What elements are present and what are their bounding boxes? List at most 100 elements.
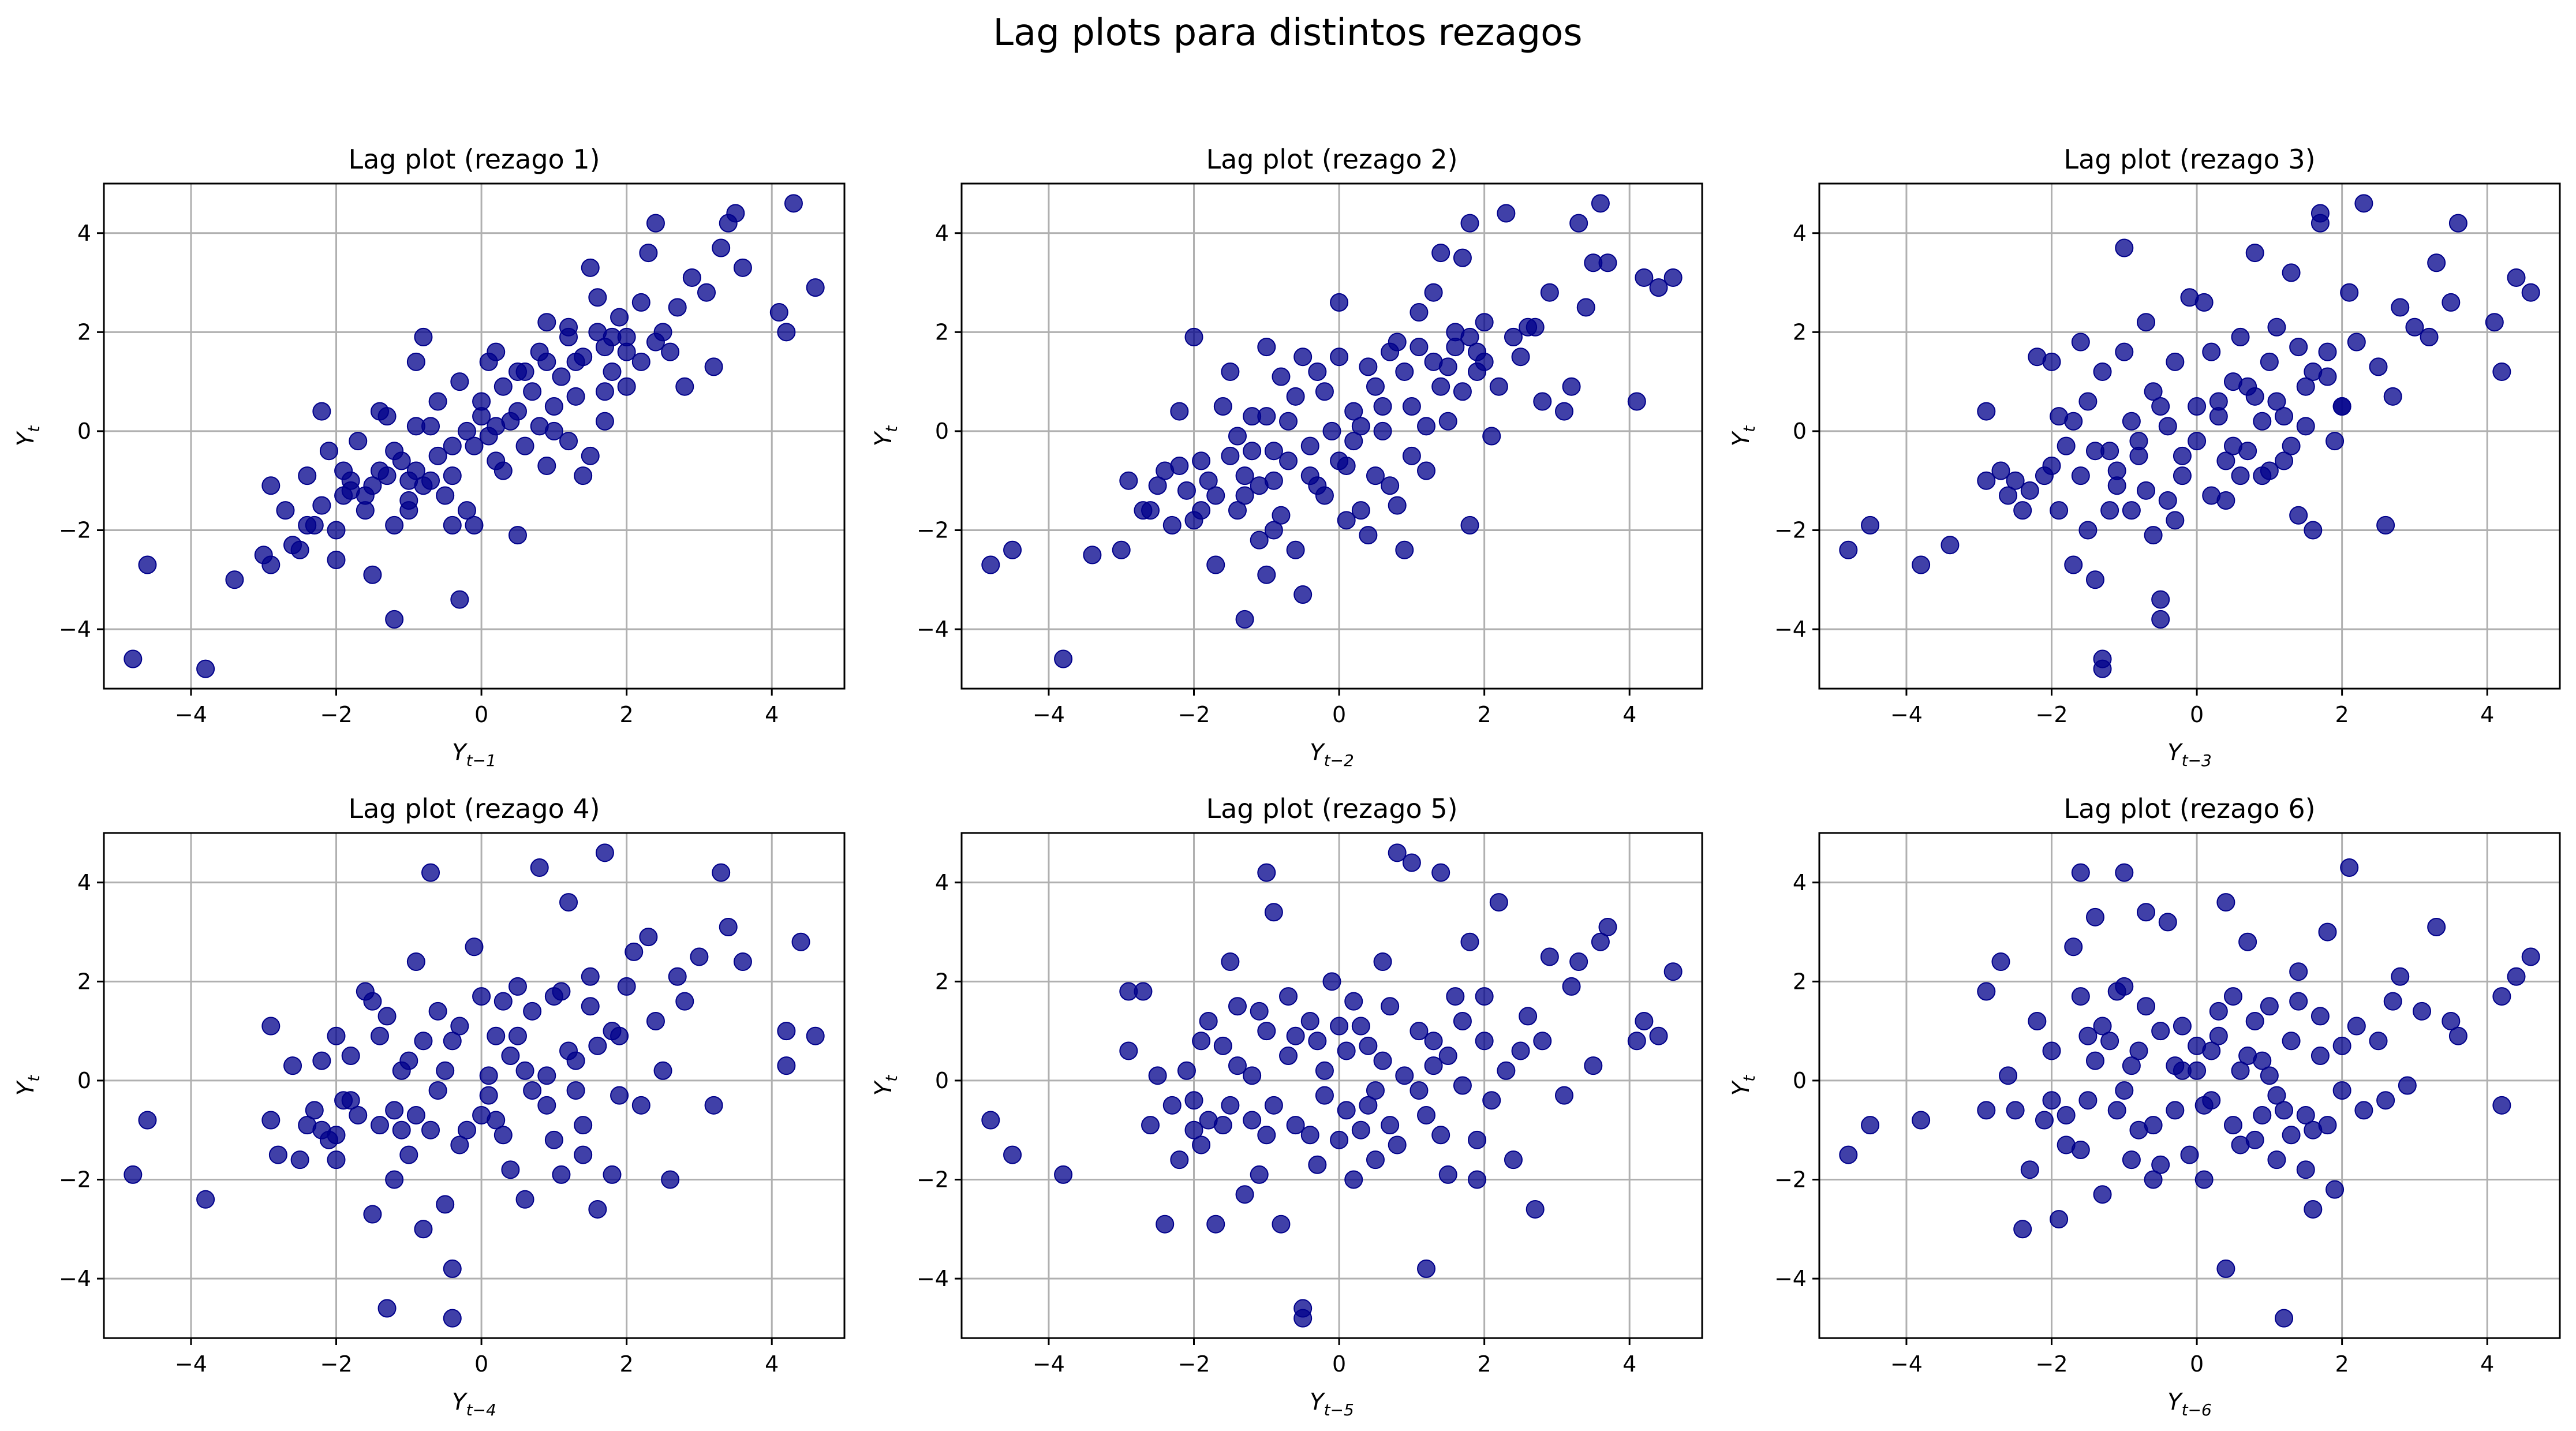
scatter-point xyxy=(261,1017,281,1036)
scatter-point xyxy=(2194,1096,2214,1115)
scatter-point xyxy=(2332,1036,2351,1055)
scatter-point xyxy=(2188,432,2207,451)
scatter-point xyxy=(363,992,382,1011)
y-tick-label: −2 xyxy=(1774,1167,1807,1192)
scatter-point xyxy=(1112,540,1131,559)
scatter-point xyxy=(2231,1135,2250,1154)
scatter-point xyxy=(1264,1096,1283,1115)
x-axis-label-base: Y xyxy=(452,739,468,766)
scatter-point xyxy=(2151,610,2170,629)
y-axis-label-subscript: t xyxy=(1740,1075,1759,1082)
scatter-point xyxy=(1221,1096,1240,1115)
scatter-point xyxy=(631,1096,650,1115)
scatter-point xyxy=(1257,565,1276,584)
scatter-point xyxy=(2100,1032,2119,1051)
scatter-point xyxy=(2194,293,2214,312)
scatter-point xyxy=(1373,397,1392,416)
x-tick-label: 0 xyxy=(474,1351,488,1377)
scatter-point xyxy=(443,466,462,485)
scatter-point xyxy=(428,392,447,411)
scatter-point xyxy=(465,515,484,535)
scatter-point xyxy=(1235,1185,1254,1204)
scatter-point xyxy=(363,565,382,584)
scatter-point xyxy=(1141,501,1160,520)
scatter-point xyxy=(1337,1041,1356,1060)
scatter-point xyxy=(769,303,788,322)
scatter-point xyxy=(2013,501,2032,520)
x-tick-label: 0 xyxy=(2190,702,2204,727)
scatter-point xyxy=(2057,1105,2076,1124)
y-tick-label: −2 xyxy=(59,1167,91,1192)
scatter-point xyxy=(2376,515,2395,535)
scatter-point xyxy=(1257,1022,1276,1041)
scatter-point xyxy=(581,967,600,986)
scatter-point xyxy=(392,1120,411,1139)
scatter-point xyxy=(588,1036,607,1055)
y-axis-label: Yt xyxy=(13,425,43,446)
scatter-point xyxy=(370,1116,389,1135)
scatter-point xyxy=(1424,1056,1443,1075)
scatter-point xyxy=(1562,977,1581,996)
scatter-point xyxy=(2376,1091,2395,1110)
scatter-point xyxy=(1148,1066,1167,1085)
scatter-point xyxy=(2137,997,2156,1016)
scatter-point xyxy=(1119,1041,1138,1060)
scatter-point xyxy=(327,521,346,540)
y-axis-label-base: Y xyxy=(13,430,39,446)
y-tick-label: 0 xyxy=(1793,419,1807,444)
scatter-point xyxy=(1991,461,2010,480)
scatter-point xyxy=(2492,987,2511,1006)
scatter-point xyxy=(1213,397,1232,416)
scatter-point xyxy=(450,590,469,609)
scatter-point xyxy=(1497,1061,1516,1080)
scatter-point xyxy=(1453,1076,1472,1095)
scatter-point xyxy=(2028,1011,2047,1030)
scatter-point xyxy=(1424,1032,1443,1051)
y-tick-label: 0 xyxy=(1793,1068,1807,1093)
scatter-point xyxy=(1373,421,1392,440)
scatter-point xyxy=(2064,937,2083,957)
scatter-point xyxy=(1351,1017,1370,1036)
scatter-point xyxy=(2267,392,2286,411)
scatter-point xyxy=(610,1086,629,1105)
scatter-point xyxy=(2166,1101,2185,1120)
scatter-point xyxy=(2209,407,2228,426)
scatter-point xyxy=(777,1022,796,1041)
scatter-point xyxy=(1482,427,1501,446)
x-tick-label: −4 xyxy=(1890,702,1923,727)
y-tick-label: 4 xyxy=(935,870,949,895)
scatter-point xyxy=(2115,863,2134,882)
scatter-point xyxy=(450,372,469,391)
scatter-point xyxy=(2282,263,2301,282)
scatter-point xyxy=(428,1081,447,1100)
scatter-point xyxy=(2448,214,2467,233)
scatter-point xyxy=(537,352,556,371)
scatter-point xyxy=(646,1011,665,1030)
scatter-point xyxy=(1504,327,1523,346)
x-axis-label: Yt−6 xyxy=(2167,1389,2212,1419)
scatter-point xyxy=(566,1081,585,1100)
scatter-point xyxy=(2216,893,2235,912)
scatter-point xyxy=(319,442,338,461)
scatter-point xyxy=(1162,1096,1182,1115)
scatter-point xyxy=(1417,461,1436,480)
scatter-point xyxy=(2223,436,2242,455)
scatter-point xyxy=(465,937,484,957)
scatter-point xyxy=(2100,501,2119,520)
scatter-point xyxy=(428,446,447,465)
scatter-point xyxy=(508,402,527,421)
scatter-point xyxy=(2188,1061,2207,1080)
scatter-point xyxy=(298,466,317,485)
y-tick-label: 4 xyxy=(1793,221,1807,246)
scatter-point xyxy=(617,377,636,396)
scatter-point xyxy=(530,858,549,877)
scatter-point xyxy=(421,471,440,490)
scatter-point xyxy=(2085,907,2104,926)
scatter-point xyxy=(493,461,513,480)
scatter-point xyxy=(2180,1145,2199,1164)
scatter-point xyxy=(2093,659,2112,678)
x-axis-label-subscript: t−6 xyxy=(2182,1400,2212,1419)
scatter-point xyxy=(2071,466,2090,485)
